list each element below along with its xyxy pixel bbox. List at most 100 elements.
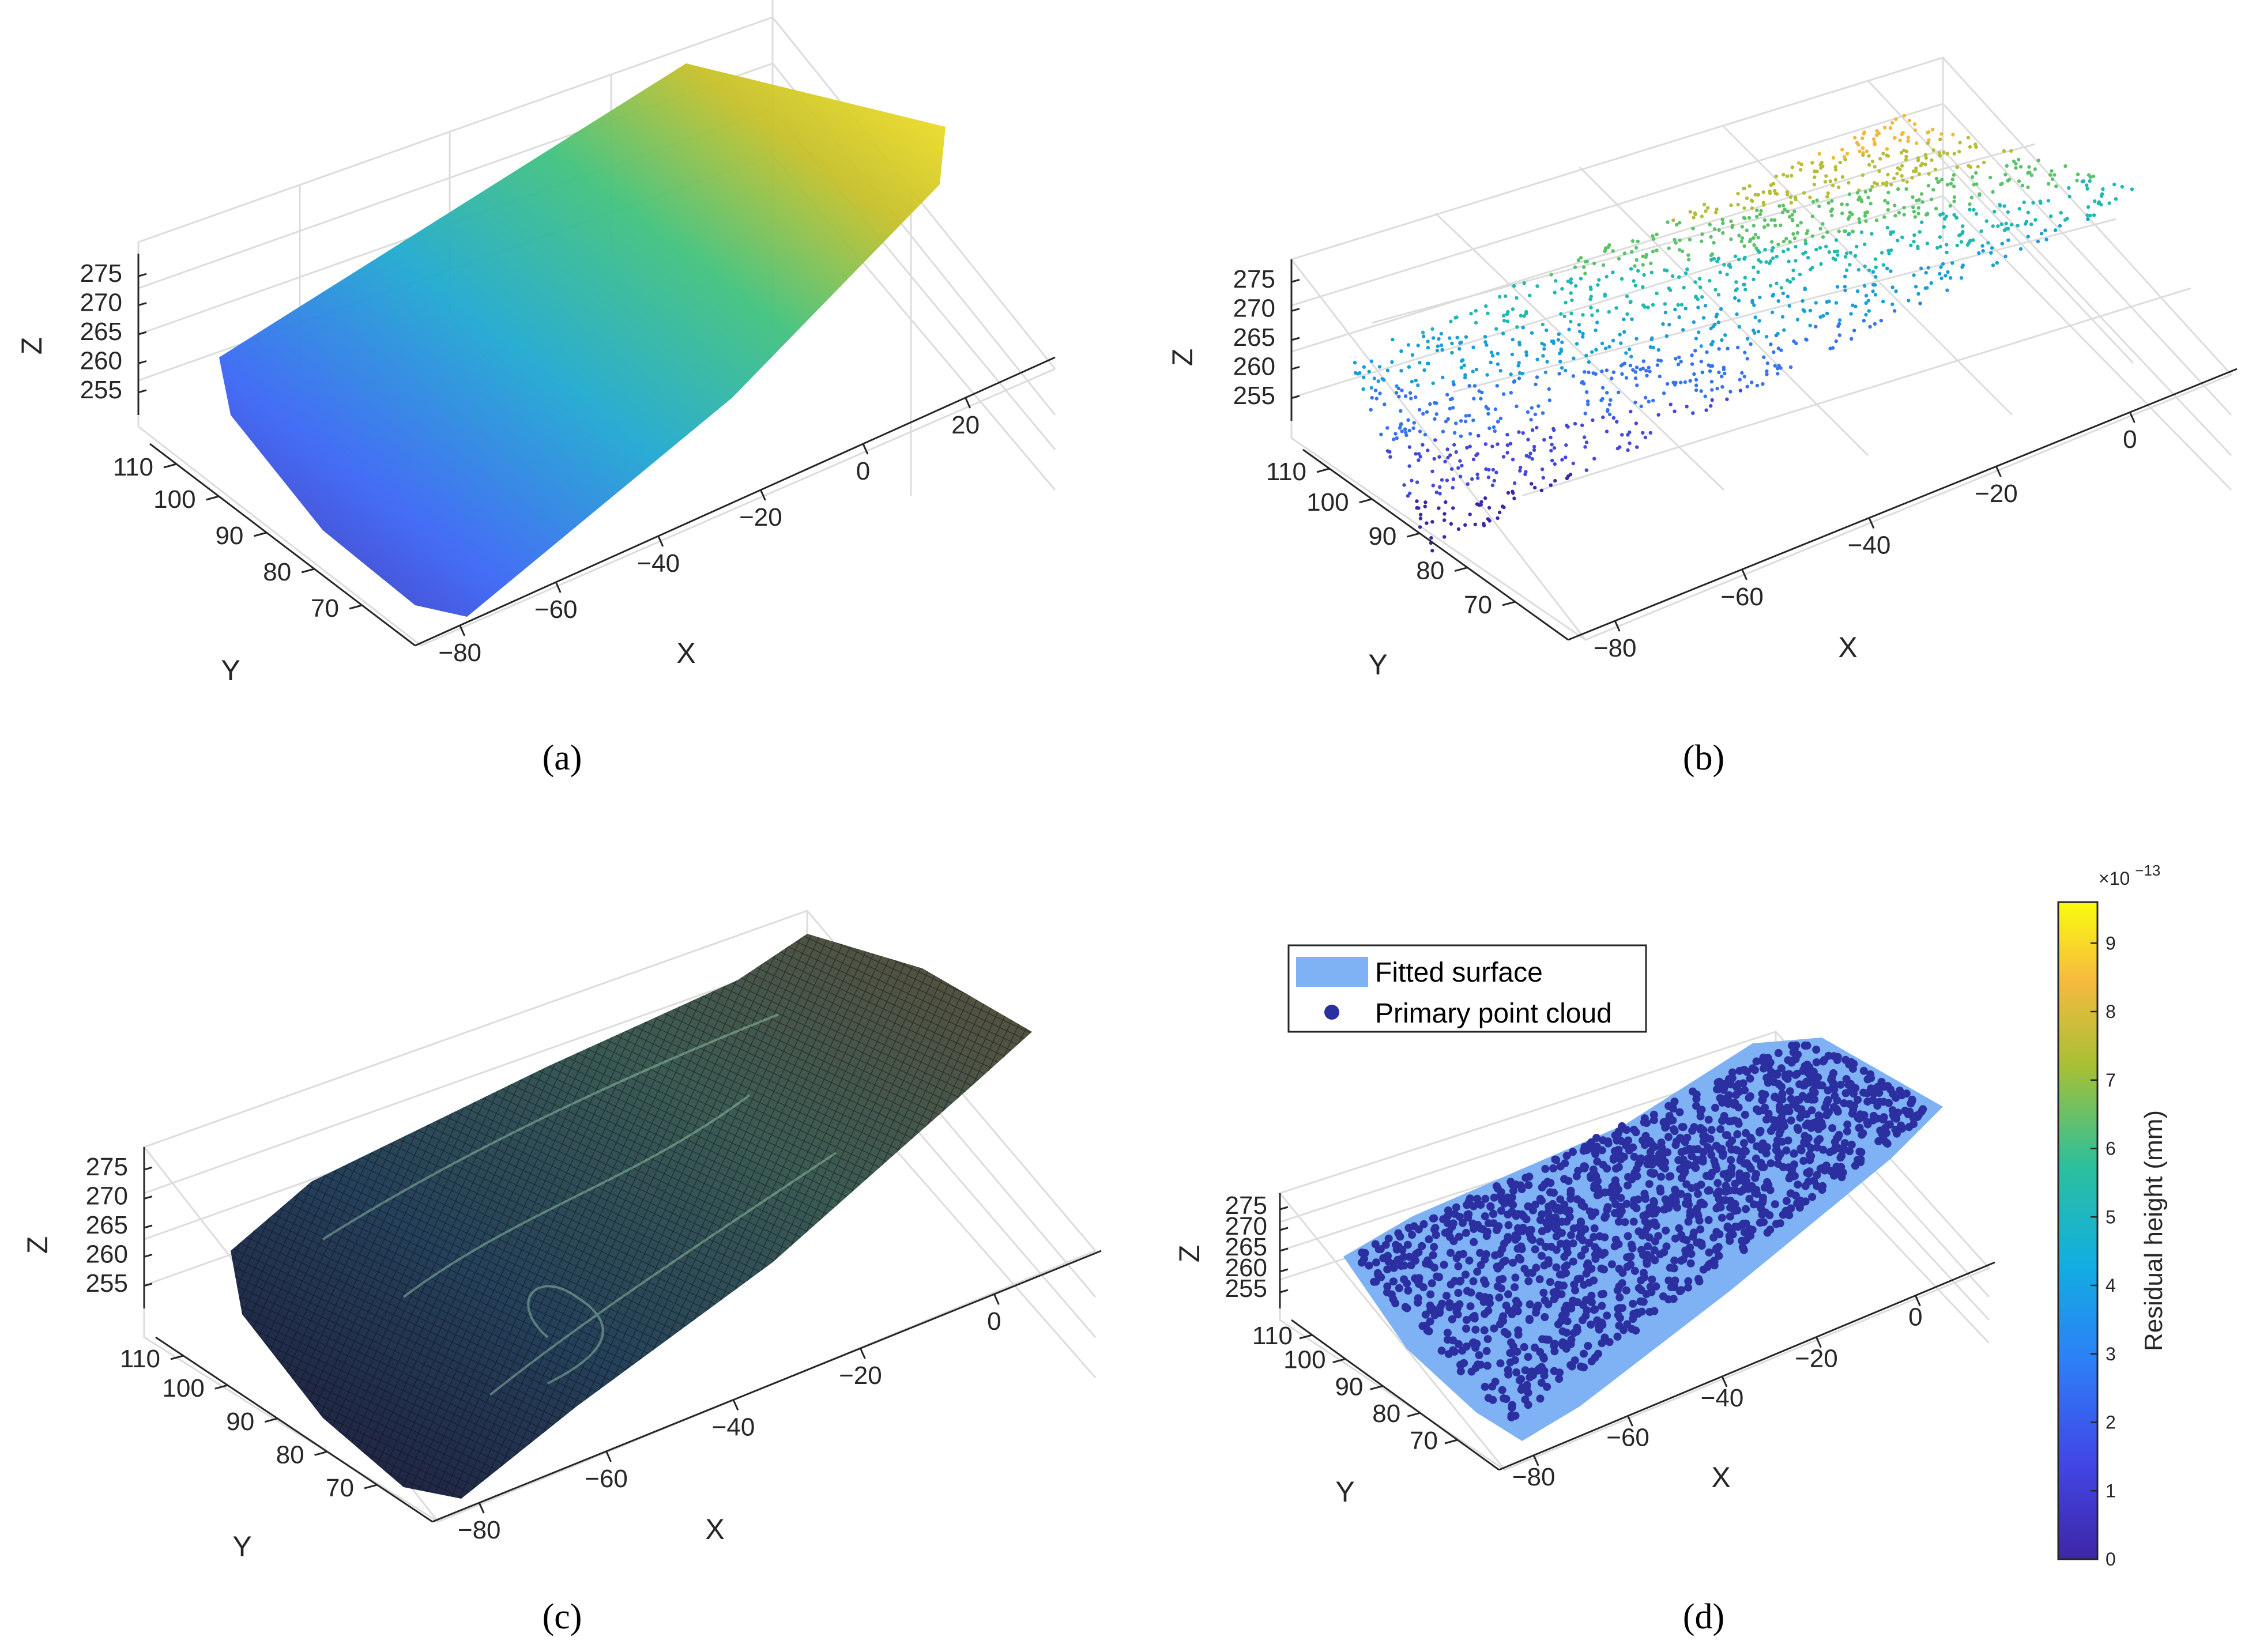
point — [1775, 255, 1779, 259]
point — [1745, 384, 1749, 389]
point — [1924, 156, 1929, 160]
point — [1747, 1182, 1756, 1190]
point — [1651, 345, 1655, 349]
point — [1637, 1286, 1645, 1295]
point — [1472, 397, 1476, 401]
point — [1509, 372, 1513, 376]
point — [1536, 404, 1541, 408]
point — [1874, 265, 1878, 269]
point — [1842, 155, 1847, 159]
point — [1764, 1054, 1772, 1062]
point — [1812, 182, 1817, 187]
colorbar-label: Residual height (mm) — [2140, 1110, 2168, 1351]
point — [1734, 1119, 1743, 1128]
point — [1613, 1332, 1622, 1341]
point — [1594, 348, 1598, 352]
point — [1490, 483, 1495, 488]
point — [1517, 376, 1521, 380]
point — [1722, 367, 1726, 371]
point — [1504, 1233, 1512, 1241]
point — [1476, 1249, 1485, 1257]
point — [1818, 315, 1822, 319]
point — [1795, 224, 1800, 228]
point — [1826, 191, 1830, 195]
point — [1595, 1322, 1603, 1331]
point — [1842, 1075, 1851, 1083]
point — [1480, 1326, 1489, 1334]
point — [1813, 175, 1817, 179]
point — [1855, 1148, 1864, 1156]
point — [1605, 274, 1609, 279]
point — [2120, 184, 2125, 189]
point — [1760, 1218, 1768, 1227]
point — [1935, 246, 1939, 250]
point — [1451, 506, 1455, 510]
point — [1497, 1206, 1505, 1215]
point — [1881, 299, 1885, 304]
point — [1569, 1148, 1577, 1156]
point — [1779, 348, 1783, 352]
point — [1416, 383, 1420, 387]
point — [1573, 421, 1577, 426]
point — [1603, 1203, 1612, 1212]
point — [1580, 1162, 1588, 1171]
point — [1587, 360, 1591, 364]
point — [1486, 412, 1490, 416]
point — [1628, 430, 1632, 435]
point — [1952, 195, 1957, 199]
point — [1590, 313, 1594, 317]
point — [1600, 1249, 1609, 1257]
point — [1486, 311, 1490, 315]
point — [1867, 163, 1871, 167]
point — [1377, 365, 1382, 369]
point — [1440, 1261, 1448, 1269]
point — [1669, 402, 1673, 406]
point — [1890, 285, 1895, 289]
z-tick-mark — [144, 1166, 153, 1171]
point — [1752, 265, 1756, 269]
point — [2033, 167, 2037, 171]
point — [1700, 1200, 1708, 1209]
point — [1557, 372, 1561, 376]
point — [1541, 476, 1545, 480]
point — [1651, 398, 1655, 403]
point — [1931, 188, 1935, 192]
point — [1621, 1218, 1629, 1227]
point — [1493, 429, 1497, 433]
point — [1678, 221, 1682, 225]
point — [1875, 129, 1879, 133]
point — [1713, 322, 1717, 326]
point — [1803, 239, 1807, 243]
point — [1755, 383, 1760, 388]
point — [1496, 1276, 1504, 1284]
point — [1611, 416, 1616, 420]
point — [1988, 175, 1993, 180]
point — [2033, 218, 2037, 222]
point — [1609, 1194, 1618, 1202]
point — [1554, 1320, 1562, 1329]
point — [1944, 274, 1948, 278]
point — [1564, 455, 1568, 459]
point — [1836, 185, 1841, 190]
point — [1515, 1376, 1524, 1385]
point — [1955, 243, 1959, 247]
panel-d-xlabel: X — [1711, 1461, 1730, 1493]
point — [1776, 1219, 1784, 1228]
point — [1708, 278, 1712, 283]
point — [1580, 423, 1584, 427]
point — [1619, 341, 1623, 345]
point — [1587, 1144, 1596, 1152]
point — [1483, 1228, 1492, 1236]
x-tick-label: −80 — [438, 639, 481, 667]
point — [1374, 397, 1379, 401]
point — [1854, 1156, 1862, 1164]
point — [1541, 1313, 1549, 1321]
point — [1549, 1164, 1557, 1172]
y-tick-mark — [349, 604, 363, 610]
point — [1590, 1182, 1599, 1190]
point — [1799, 168, 1803, 172]
point — [1595, 320, 1599, 325]
point — [1862, 319, 1866, 323]
point — [1734, 1103, 1743, 1112]
point — [1515, 325, 1519, 329]
